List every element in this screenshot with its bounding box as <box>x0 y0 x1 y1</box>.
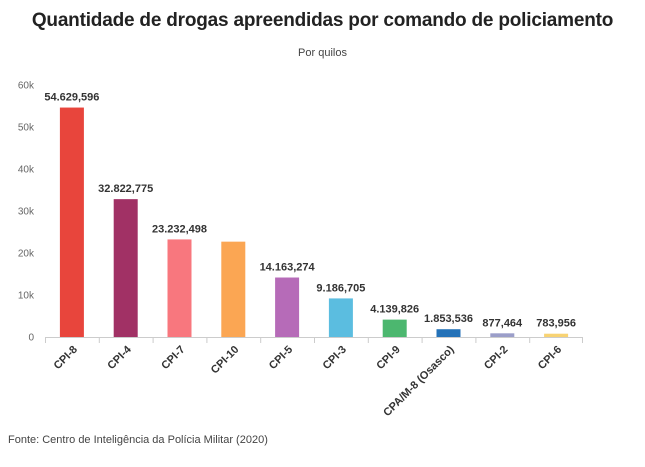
category-label: CPI-9 <box>374 344 402 372</box>
y-tick-label: 60k <box>18 81 35 92</box>
bar <box>328 298 353 337</box>
chart-title: Quantidade de drogas apreendidas por com… <box>31 10 614 31</box>
bar <box>544 333 569 337</box>
data-label: 23.232,498 <box>152 223 207 235</box>
y-tick-label: 20k <box>18 249 35 260</box>
category-label: CPI-3 <box>321 344 349 372</box>
bar <box>59 107 84 337</box>
bar <box>167 239 192 337</box>
bar <box>221 241 246 337</box>
y-tick-label: 40k <box>18 165 35 176</box>
bar <box>436 329 461 337</box>
category-label: CPI-4 <box>105 343 134 372</box>
y-tick-label: 10k <box>18 291 35 302</box>
data-label: 54.629,596 <box>44 92 99 104</box>
data-label: 9.186,705 <box>316 282 365 294</box>
bar <box>275 277 300 337</box>
data-label: 14.163,274 <box>260 262 316 274</box>
y-tick-label: 30k <box>18 207 35 218</box>
y-tick-label: 50k <box>18 123 35 134</box>
bar <box>490 333 515 337</box>
y-tick-label: 0 <box>28 333 34 344</box>
category-label: CPI-2 <box>482 344 510 372</box>
data-label: 4.139,826 <box>370 304 419 316</box>
data-label: 32.822,775 <box>98 183 153 195</box>
source-note: Fonte: Centro de Inteligência da Polícia… <box>8 434 268 446</box>
category-label: CPI-6 <box>536 344 564 372</box>
data-label: 1.853,536 <box>424 313 473 325</box>
category-label: CPI-5 <box>267 344 295 372</box>
bar <box>382 319 407 337</box>
category-label: CPI-8 <box>52 344 80 372</box>
data-label: 877,464 <box>482 317 523 329</box>
category-label: CPI-7 <box>159 344 187 372</box>
data-label: 783,956 <box>536 318 576 330</box>
category-label: CPI-10 <box>209 344 242 377</box>
bar <box>113 199 138 337</box>
chart-subtitle: Por quilos <box>298 47 347 59</box>
